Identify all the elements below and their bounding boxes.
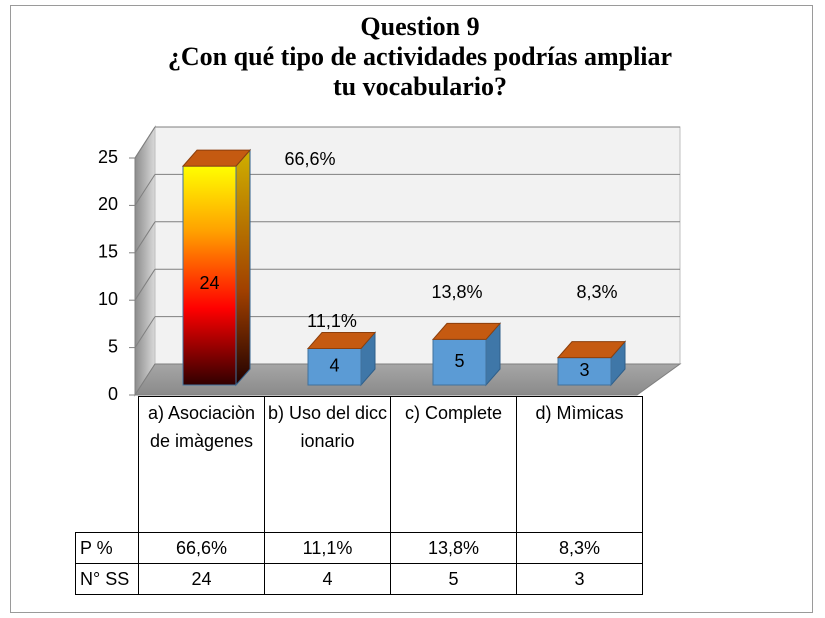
table-cell: 5 [390, 563, 517, 595]
table-cell: 13,8% [390, 532, 517, 564]
bar-top [556, 341, 627, 359]
bar-label: 4 [329, 356, 339, 376]
blank-cell [76, 397, 139, 533]
percent-label: 66,6% [284, 149, 335, 169]
category-cell: d) Mìmicas [516, 396, 643, 533]
chart-border [10, 5, 813, 613]
bar-top [431, 322, 502, 340]
chart-subtitle: ¿Con qué tipo de actividades podrías amp… [167, 42, 673, 101]
table-cell: 11,1% [264, 532, 391, 564]
table-cell: 24 [138, 563, 265, 595]
bar-label: 5 [454, 351, 464, 371]
row-header: N° SS [75, 563, 139, 595]
y-tick-label: 15 [98, 242, 118, 262]
y-tick-label: 10 [98, 289, 118, 309]
bar-top [181, 149, 252, 167]
percent-label: 11,1% [307, 311, 357, 331]
bar [432, 338, 487, 386]
percent-label: 8,3% [576, 282, 617, 302]
chart-title: Question 9 [360, 12, 480, 41]
table-cell: 4 [264, 563, 391, 595]
bar [182, 165, 237, 386]
y-tick-label: 25 [98, 147, 118, 167]
bar [307, 348, 362, 386]
grid-line-side [134, 316, 156, 348]
grid-line-side [134, 174, 156, 206]
table-cell: 3 [516, 563, 643, 595]
bar-top [306, 332, 377, 350]
table-cell: 66,6% [138, 532, 265, 564]
bar-label: 24 [199, 273, 219, 293]
category-cell: a) Asociaciòn de imàgenes [138, 396, 265, 533]
data-table: a) Asociaciòn de imàgenes b) Uso del dicc… [75, 396, 643, 595]
grid-line-side [134, 126, 156, 159]
bar [557, 357, 612, 386]
y-tick-label: 5 [108, 336, 118, 356]
floor [134, 363, 682, 396]
row-header: P % [75, 532, 139, 564]
bar-side [235, 148, 251, 387]
grid-line-side [134, 221, 156, 254]
table-cell: 8,3% [516, 532, 643, 564]
y-tick-label: 0 [108, 384, 118, 404]
percent-label: 13,8% [431, 282, 482, 302]
side-wall [134, 125, 156, 397]
category-cell: b) Uso del diccionario [264, 396, 391, 533]
category-cell: c) Complete [390, 396, 517, 533]
y-tick-label: 20 [98, 194, 118, 214]
bar-label: 3 [579, 360, 589, 380]
grid-line-side [134, 268, 156, 301]
title-block: Question 9 ¿Con qué tipo de actividades … [120, 12, 720, 102]
